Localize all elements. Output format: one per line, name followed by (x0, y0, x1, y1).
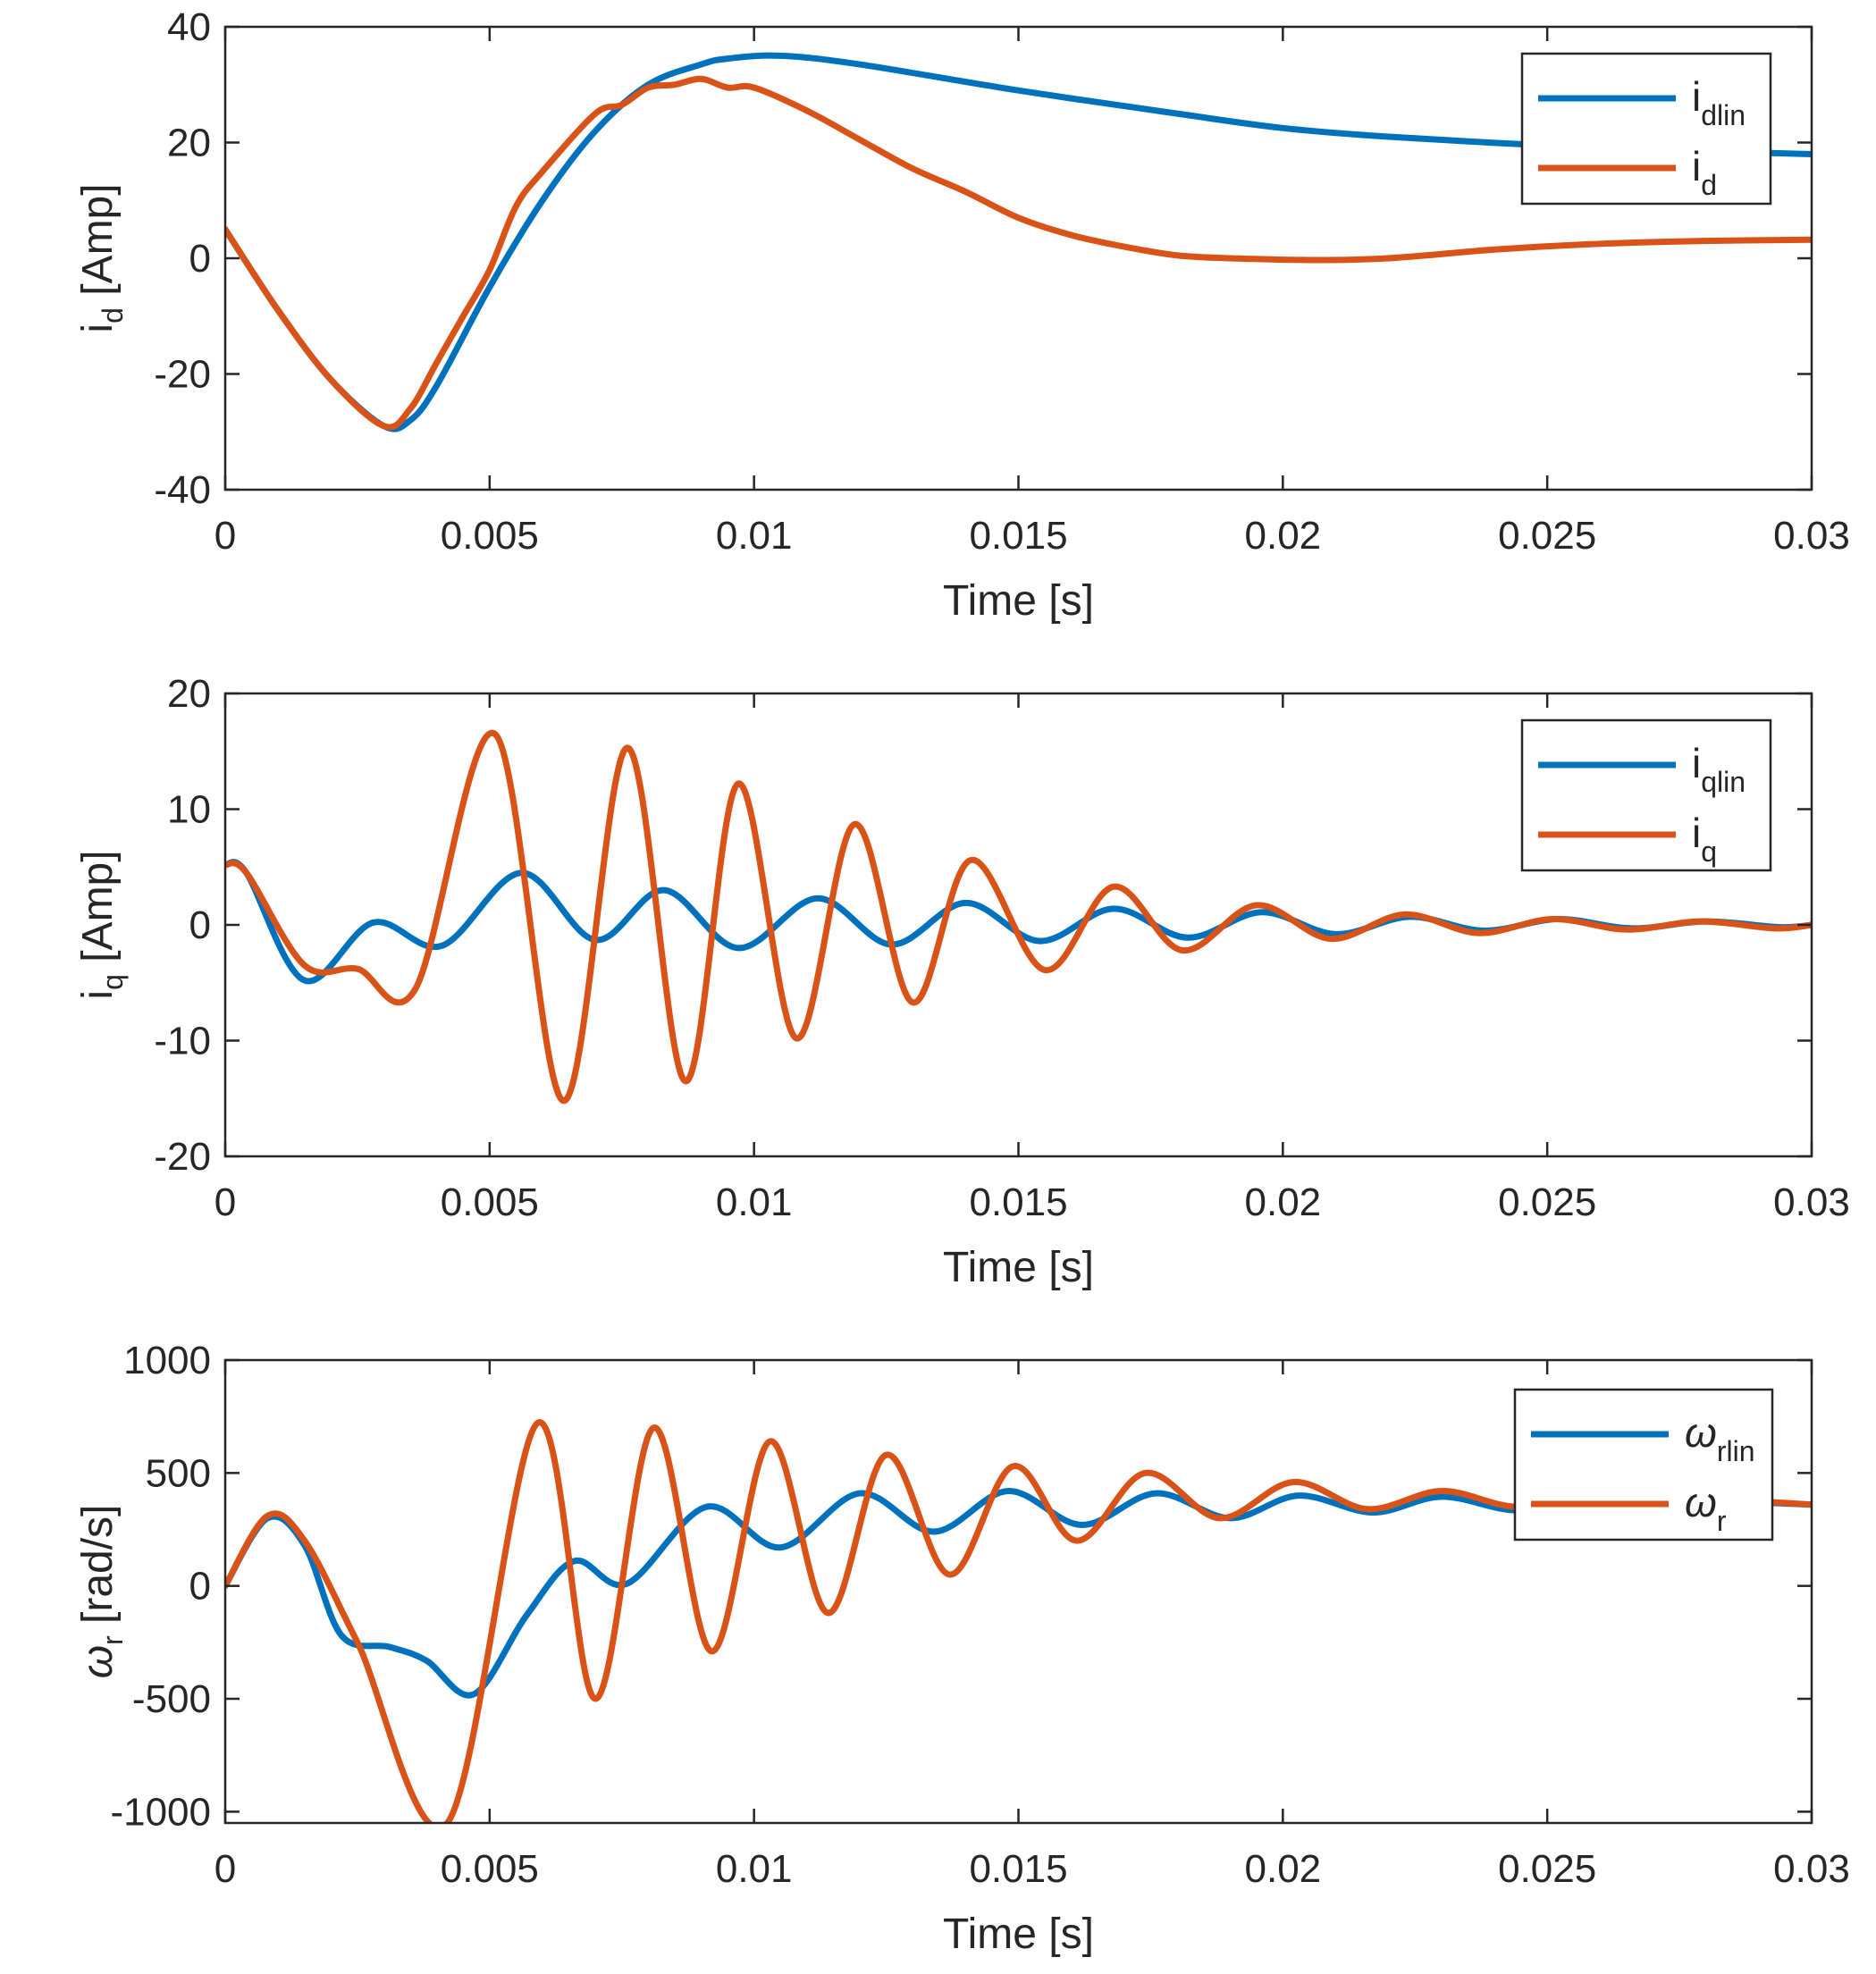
y-axis-label-subscript: d (97, 307, 129, 323)
y-axis-label-unit: [rad/s] (74, 1505, 122, 1636)
x-tick-label: 0 (215, 1180, 236, 1224)
x-tick-label: 0.005 (441, 1180, 539, 1224)
y-tick-label: 0 (189, 903, 211, 947)
x-tick-label: 0.025 (1498, 1847, 1596, 1891)
y-axis-label-unit: [Amp] (74, 183, 122, 307)
y-tick-label: 500 (146, 1451, 211, 1495)
x-axis-label: Time [s] (943, 1911, 1094, 1958)
y-tick-label: 0 (189, 237, 211, 281)
series-line-wr (225, 1419, 1812, 1823)
legend-label-iq: iq (1692, 810, 1717, 868)
legend-box (1520, 52, 1772, 206)
y-tick-label: 1000 (123, 1339, 211, 1382)
x-tick-label: 0.02 (1245, 1847, 1322, 1891)
series-line-iq (225, 729, 1812, 1105)
y-axis-label: ωr [rad/s] (74, 1505, 129, 1679)
y-axis-label-symbol: i (74, 323, 122, 333)
x-tick-label: 0.03 (1773, 1847, 1850, 1891)
legend-label-wr: ωr (1685, 1479, 1727, 1537)
y-tick-label: -40 (154, 468, 211, 512)
legend-label-idlin: idlin (1692, 73, 1746, 131)
y-axis-label: id [Amp] (74, 183, 129, 332)
legend-box (1520, 718, 1772, 872)
panel-3: 0 0.005 0.01 0.015 0.02 0.025 0.03 -1000 -500 0 50… (74, 1339, 1850, 1958)
x-tick-label: 0.02 (1245, 514, 1322, 558)
legend-label-wrlin: ωrlin (1685, 1409, 1755, 1467)
x-tick-label: 0.015 (969, 1180, 1067, 1224)
x-tick-label: 0.005 (441, 1847, 539, 1891)
x-tick-label: 0.03 (1773, 514, 1850, 558)
x-tick-label: 0.005 (441, 514, 539, 558)
legend: idlin id (1520, 52, 1772, 206)
x-tick-label: 0.01 (716, 1180, 793, 1224)
y-tick-label: -20 (154, 353, 211, 397)
y-axis-label-unit: [Amp] (74, 850, 122, 974)
panel-1: 0 0.005 0.01 0.015 0.02 0.025 0.03 -40 -20 0 20 40 T… (74, 5, 1850, 625)
x-tick-label: 0 (215, 514, 236, 558)
y-tick-label: -20 (154, 1135, 211, 1179)
y-axis-label-subscript: q (97, 974, 129, 990)
x-axis-label: Time [s] (943, 1244, 1094, 1291)
legend: iqlin iq (1520, 718, 1772, 872)
y-tick-label: 20 (167, 122, 211, 165)
series-line-wrlin (225, 1488, 1812, 1699)
x-tick-label: 0 (215, 1847, 236, 1891)
x-tick-label: 0.03 (1773, 1180, 1850, 1224)
x-tick-label: 0.025 (1498, 514, 1596, 558)
x-tick-label: 0.015 (969, 514, 1067, 558)
x-tick-label: 0.01 (716, 1847, 793, 1891)
panel-2: 0 0.005 0.01 0.015 0.02 0.025 0.03 -20 -10 0 10 20 T… (74, 672, 1850, 1291)
legend-label-id: id (1692, 143, 1717, 201)
y-tick-label: 0 (189, 1565, 211, 1609)
y-tick-label: -500 (132, 1677, 211, 1721)
x-tick-label: 0.015 (969, 1847, 1067, 1891)
y-tick-label: -10 (154, 1020, 211, 1063)
y-tick-label: 10 (167, 788, 211, 832)
x-tick-label: 0.02 (1245, 1180, 1322, 1224)
series-line-idlin (225, 52, 1812, 433)
y-tick-label: 40 (167, 5, 211, 49)
legend-box (1513, 1388, 1774, 1541)
y-axis-label-symbol: i (74, 990, 122, 1000)
x-axis-label: Time [s] (943, 577, 1094, 625)
x-tick-label: 0.01 (716, 514, 793, 558)
y-axis-label: iq [Amp] (74, 850, 129, 999)
y-tick-label: 20 (167, 672, 211, 716)
y-axis-label-subscript: r (97, 1635, 129, 1645)
legend: ωrlin ωr (1513, 1388, 1774, 1541)
y-axis-label-symbol: ω (74, 1645, 122, 1678)
legend-label-iqlin: iqlin (1692, 740, 1746, 798)
series-line-id (225, 75, 1812, 431)
x-tick-label: 0.025 (1498, 1180, 1596, 1224)
y-tick-label: -1000 (110, 1790, 211, 1834)
